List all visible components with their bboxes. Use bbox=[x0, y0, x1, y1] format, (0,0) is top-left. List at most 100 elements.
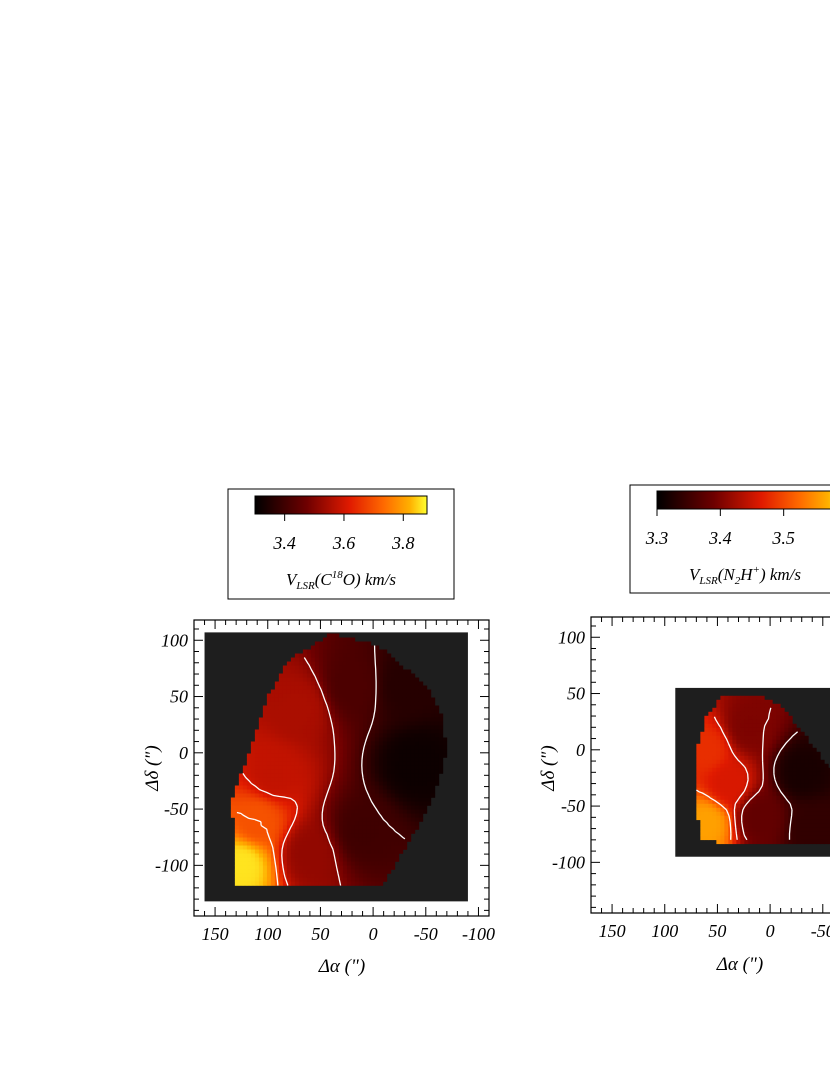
n2h-map-pixel bbox=[824, 787, 829, 793]
n2h-map-pixel bbox=[756, 703, 761, 709]
c18o-map-pixel bbox=[374, 801, 380, 806]
c18o-map-pixel bbox=[326, 729, 332, 734]
n2h-map-pixel bbox=[820, 803, 825, 809]
c18o-map-pixel bbox=[410, 785, 416, 790]
c18o-map-pixel bbox=[350, 713, 356, 718]
c18o-map-pixel bbox=[326, 673, 332, 678]
c18o-map-pixel bbox=[350, 825, 356, 830]
n2h-map-pixel bbox=[740, 815, 745, 821]
c18o-map-pixel bbox=[282, 861, 288, 866]
c18o-map-pixel bbox=[350, 637, 356, 642]
c18o-map-pixel bbox=[366, 865, 372, 870]
c18o-map-pixel bbox=[362, 649, 368, 654]
c18o-map-pixel bbox=[270, 773, 276, 778]
c18o-map-pixel bbox=[262, 777, 268, 782]
c18o-colorbar-tick-label: 3.4 bbox=[272, 533, 296, 553]
n2h-map-pixel bbox=[792, 767, 797, 773]
c18o-map-pixel bbox=[290, 721, 296, 726]
c18o-map-pixel bbox=[386, 745, 392, 750]
c18o-map-pixel bbox=[318, 709, 324, 714]
c18o-map-pixel bbox=[290, 673, 296, 678]
c18o-map-pixel bbox=[354, 745, 360, 750]
c18o-map-pixel bbox=[386, 785, 392, 790]
c18o-map-pixel bbox=[330, 809, 336, 814]
c18o-map-pixel bbox=[426, 689, 432, 694]
c18o-map-pixel bbox=[330, 865, 336, 870]
n2h-map-pixel bbox=[756, 711, 761, 717]
c18o-map-pixel bbox=[362, 677, 368, 682]
c18o-map-pixel bbox=[266, 881, 272, 886]
c18o-map-pixel bbox=[298, 845, 304, 850]
c18o-map-pixel bbox=[338, 693, 344, 698]
c18o-map-pixel bbox=[410, 689, 416, 694]
c18o-map-pixel bbox=[334, 857, 340, 862]
c18o-map-pixel bbox=[318, 773, 324, 778]
c18o-map-pixel bbox=[238, 797, 244, 802]
n2h-map-pixel bbox=[760, 735, 765, 741]
c18o-map-pixel bbox=[278, 805, 284, 810]
c18o-map-pixel bbox=[326, 833, 332, 838]
n2h-map-pixel bbox=[824, 763, 829, 769]
c18o-map-pixel bbox=[434, 713, 440, 718]
c18o-map-pixel bbox=[266, 741, 272, 746]
c18o-map-pixel bbox=[398, 789, 404, 794]
c18o-map-pixel bbox=[274, 685, 280, 690]
c18o-map-pixel bbox=[242, 837, 248, 842]
c18o-map-pixel bbox=[294, 753, 300, 758]
c18o-map-pixel bbox=[238, 865, 244, 870]
n2h-map-pixel bbox=[792, 775, 797, 781]
c18o-map-pixel bbox=[266, 721, 272, 726]
n2h-map-pixel bbox=[704, 827, 709, 833]
c18o-map-pixel bbox=[258, 817, 264, 822]
c18o-map-pixel bbox=[362, 653, 368, 658]
n2h-map-pixel bbox=[708, 787, 713, 793]
n2h-map-pixel bbox=[728, 739, 733, 745]
c18o-map-pixel bbox=[338, 753, 344, 758]
c18o-map-pixel bbox=[330, 813, 336, 818]
n2h-map-pixel bbox=[776, 815, 781, 821]
n2h-map-pixel bbox=[776, 811, 781, 817]
n2h-map-pixel bbox=[824, 795, 829, 801]
n2h-map-pixel bbox=[764, 839, 769, 845]
n2h-map-pixel bbox=[808, 747, 813, 753]
c18o-map-pixel bbox=[410, 677, 416, 682]
c18o-map-pixel bbox=[418, 729, 424, 734]
c18o-map-pixel bbox=[406, 789, 412, 794]
n2h-map-pixel bbox=[792, 771, 797, 777]
n2h-map-pixel bbox=[772, 711, 777, 717]
n2h-map-pixel bbox=[720, 835, 725, 841]
c18o-map-pixel bbox=[350, 737, 356, 742]
c18o-map-pixel bbox=[282, 725, 288, 730]
c18o-map-pixel bbox=[406, 677, 412, 682]
n2h-map-pixel bbox=[752, 779, 757, 785]
c18o-map-pixel bbox=[270, 769, 276, 774]
c18o-map-pixel bbox=[418, 685, 424, 690]
c18o-map-pixel bbox=[326, 693, 332, 698]
c18o-map-pixel bbox=[238, 817, 244, 822]
c18o-map-pixel bbox=[438, 725, 444, 730]
n2h-map-pixel bbox=[740, 715, 745, 721]
c18o-map-pixel bbox=[294, 793, 300, 798]
n2h-map-pixel bbox=[704, 719, 709, 725]
c18o-map-pixel bbox=[346, 849, 352, 854]
c18o-map-pixel bbox=[258, 829, 264, 834]
n2h-map-pixel bbox=[760, 815, 765, 821]
c18o-map-pixel bbox=[374, 825, 380, 830]
c18o-map-pixel bbox=[418, 721, 424, 726]
n2h-map-pixel bbox=[804, 735, 809, 741]
c18o-map-pixel bbox=[302, 881, 308, 886]
c18o-map-pixel bbox=[398, 741, 404, 746]
c18o-map-pixel bbox=[302, 773, 308, 778]
c18o-map-pixel bbox=[426, 777, 432, 782]
c18o-map-pixel bbox=[418, 805, 424, 810]
c18o-map-pixel bbox=[378, 653, 384, 658]
c18o-map-pixel bbox=[386, 661, 392, 666]
c18o-map-pixel bbox=[338, 781, 344, 786]
c18o-map-pixel bbox=[350, 649, 356, 654]
c18o-map-pixel bbox=[318, 845, 324, 850]
c18o-map-pixel bbox=[346, 881, 352, 886]
c18o-map-pixel bbox=[406, 821, 412, 826]
c18o-map-pixel bbox=[274, 857, 280, 862]
n2h-map-pixel bbox=[808, 815, 813, 821]
c18o-map-pixel bbox=[290, 725, 296, 730]
